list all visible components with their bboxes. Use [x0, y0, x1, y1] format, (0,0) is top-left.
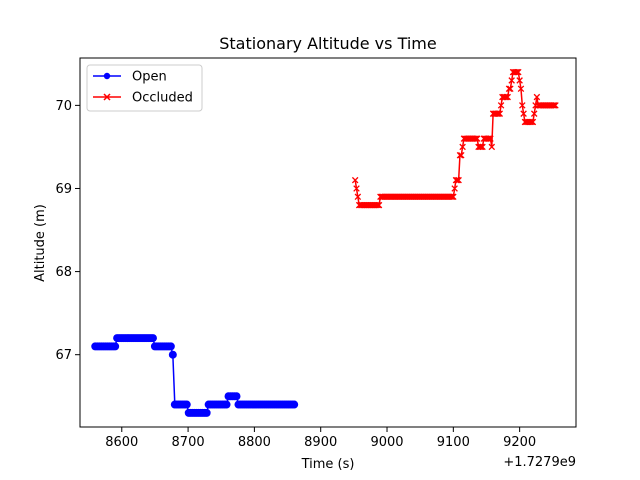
series-occluded-point: [495, 110, 502, 117]
legend-occluded-marker: [103, 93, 111, 101]
series-occluded-point: [549, 102, 557, 109]
series-occluded-point: [513, 68, 521, 76]
series-occluded-point: [353, 185, 360, 192]
series-open-point: [290, 400, 299, 409]
series-occluded-point: [454, 176, 461, 184]
series-open-point: [222, 400, 231, 409]
series-occluded-point: [477, 143, 485, 151]
series-open-point: [168, 350, 177, 359]
x-tick-label: 9000: [370, 435, 403, 450]
series-occluded-point: [459, 143, 466, 151]
series-occluded-point: [450, 193, 457, 201]
series-occluded-point: [487, 135, 494, 142]
series-open-point: [182, 400, 191, 409]
series-occluded-point: [493, 110, 501, 117]
y-tick-label: 68: [55, 265, 72, 280]
series-occluded-point: [519, 102, 526, 109]
series-occluded-point: [515, 68, 522, 76]
series-occluded-point: [497, 102, 505, 109]
legend-open-marker: [103, 72, 111, 80]
x-tick-label: 9200: [503, 435, 536, 450]
legend-open-label: Open: [132, 70, 167, 85]
series-occluded-point: [530, 110, 538, 117]
chart-title: Stationary Altitude vs Time: [219, 34, 436, 53]
legend: Open Occluded: [86, 64, 203, 112]
legend-occluded-label: Occluded: [132, 91, 193, 106]
series-occluded-point: [516, 77, 523, 84]
series-occluded-point: [476, 143, 484, 151]
series-occluded-point: [373, 201, 380, 209]
series-occluded-point: [354, 193, 362, 201]
series-occluded-point: [501, 93, 509, 101]
series-occluded-point: [458, 151, 465, 159]
series-occluded-point: [508, 77, 515, 84]
series-occluded-point: [448, 193, 456, 201]
series-occluded-point: [526, 118, 534, 126]
x-axis-offset-label: +1.7279e9: [503, 455, 576, 470]
series-occluded-point: [484, 135, 492, 142]
series-occluded-point: [505, 85, 513, 93]
y-tick-label: 70: [55, 99, 72, 114]
series-occluded-point: [374, 201, 381, 209]
series-occluded-point: [504, 93, 511, 101]
series-occluded-point: [529, 118, 537, 126]
x-tick-label: 8700: [172, 435, 205, 450]
series-layer: [91, 68, 559, 417]
series-occluded-point: [451, 185, 458, 192]
series-occluded-point: [512, 68, 519, 76]
series-occluded-point: [351, 176, 359, 184]
series-open-point: [202, 408, 211, 417]
series-occluded-point: [473, 135, 481, 142]
series-occluded-point: [375, 201, 383, 209]
ticks-layer: 8600 8700 8800 8900 9000 9100 9200 67 68 69 70: [55, 99, 536, 450]
series-occluded-point: [472, 135, 480, 142]
series-occluded-point: [503, 93, 510, 101]
x-axis-label: Time (s): [301, 457, 355, 472]
y-axis-label: Altitude (m): [33, 204, 48, 282]
series-occluded-point: [471, 135, 478, 142]
series-occluded-point: [456, 151, 464, 159]
series-occluded-point: [533, 93, 541, 101]
series-occluded-point: [528, 118, 535, 126]
series-occluded-point: [496, 110, 504, 117]
series-occluded-point: [452, 176, 460, 184]
series-occluded-point: [455, 176, 462, 184]
series-occluded-point: [520, 110, 527, 117]
y-tick-label: 67: [55, 348, 72, 363]
series-occluded-point: [550, 102, 558, 109]
series-open-point: [232, 392, 241, 401]
x-tick-label: 8600: [105, 435, 138, 450]
series-occluded-point: [447, 193, 454, 201]
x-tick-label: 8800: [238, 435, 271, 450]
x-tick-label: 9100: [437, 435, 470, 450]
series-open-point: [111, 342, 120, 351]
series-occluded-point: [488, 143, 496, 151]
x-tick-label: 8900: [304, 435, 337, 450]
series-open-point: [166, 342, 175, 351]
series-occluded-point: [517, 85, 525, 93]
series-occluded-point: [485, 135, 493, 142]
series-occluded-point: [479, 143, 486, 151]
series-open-point: [148, 334, 157, 343]
series-occluded-point: [507, 85, 514, 93]
y-tick-label: 69: [55, 182, 72, 197]
series-occluded-point: [552, 102, 559, 109]
plot-frame: [79, 57, 577, 428]
